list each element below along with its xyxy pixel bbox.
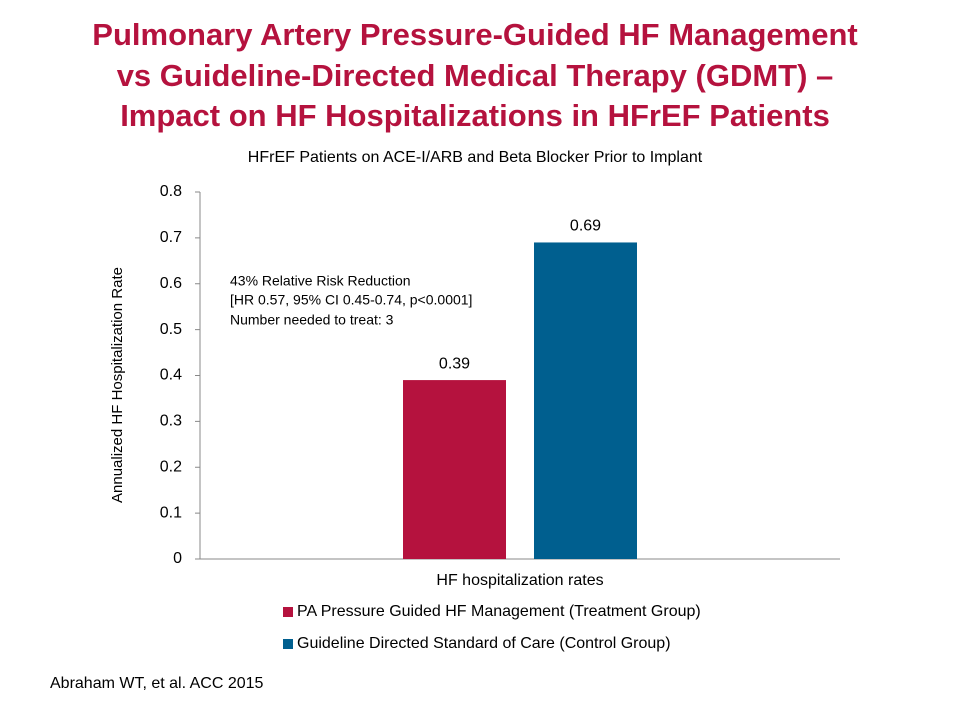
legend-label: Guideline Directed Standard of Care (Con… (297, 635, 671, 652)
y-tick-label: 0.5 (160, 321, 182, 338)
chart-title: Pulmonary Artery Pressure-Guided HF Mana… (92, 17, 857, 52)
chart-title: Impact on HF Hospitalizations in HFrEF P… (120, 98, 830, 133)
y-tick-label: 0.1 (160, 504, 182, 521)
annotation: [HR 0.57, 95% CI 0.45-0.74, p<0.0001] (230, 292, 472, 308)
legend-swatch (283, 607, 293, 617)
bar (403, 380, 506, 559)
x-tick-label: HF hospitalization rates (436, 572, 603, 589)
y-tick-label: 0.6 (160, 275, 182, 292)
legend-label: PA Pressure Guided HF Management (Treatm… (297, 603, 701, 620)
y-axis-label: Annualized HF Hospitalization Rate (109, 267, 126, 503)
data-label: 0.69 (570, 218, 601, 235)
source: Abraham WT, et al. ACC 2015 (50, 675, 264, 692)
y-tick-label: 0.4 (160, 367, 182, 384)
y-tick-label: 0.2 (160, 458, 182, 475)
annotation: Number needed to treat: 3 (230, 312, 394, 328)
y-tick-label: 0.8 (160, 183, 182, 200)
bar (534, 242, 637, 559)
legend-swatch (283, 639, 293, 649)
annotation: 43% Relative Risk Reduction (230, 273, 411, 289)
y-tick-label: 0.3 (160, 413, 182, 430)
y-tick-label: 0 (173, 550, 182, 567)
chart-subtitle: HFrEF Patients on ACE-I/ARB and Beta Blo… (248, 149, 703, 166)
chart-title: vs Guideline-Directed Medical Therapy (G… (117, 58, 834, 93)
y-tick-label: 0.7 (160, 229, 182, 246)
data-label: 0.39 (439, 355, 470, 372)
